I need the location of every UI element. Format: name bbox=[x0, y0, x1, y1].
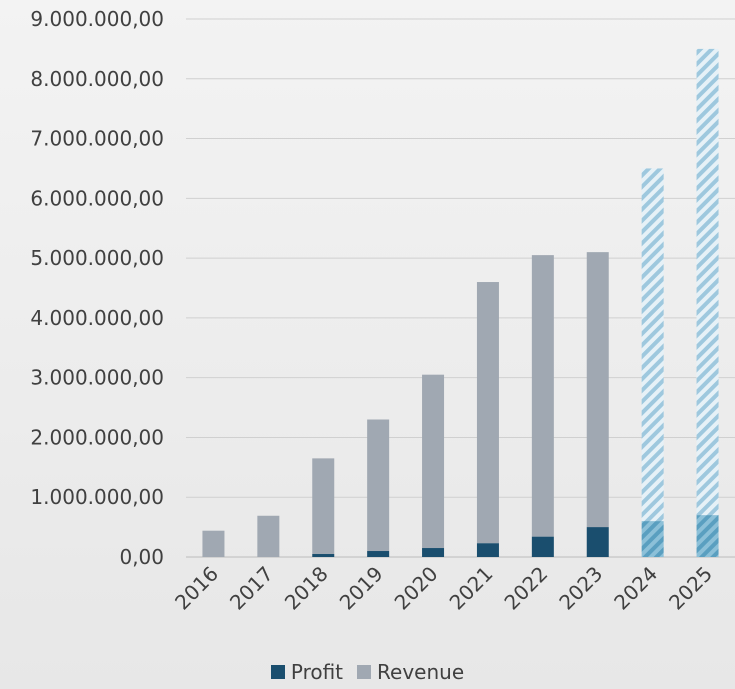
bar-revenue-2020[interactable] bbox=[422, 374, 445, 549]
y-axis-ticks: 0,00 1.000.000,00 2.000.000,00 3.000.000,00… bbox=[30, 7, 164, 569]
gridlines bbox=[186, 18, 735, 558]
bar-revenue-2018[interactable] bbox=[312, 458, 335, 555]
x-tick-label: 2019 bbox=[335, 562, 388, 615]
legend-swatch-profit bbox=[270, 665, 285, 679]
x-axis-ticks: 2016 2017 2018 2019 2020 2021 2022 2023 2024 2025 bbox=[170, 562, 717, 615]
bar-revenue-2024[interactable] bbox=[641, 168, 664, 522]
bar-revenue-2025[interactable] bbox=[696, 48, 719, 516]
bar-profit-2018[interactable] bbox=[312, 554, 335, 557]
bar-profit-2025[interactable] bbox=[696, 515, 719, 557]
x-tick-label: 2017 bbox=[225, 562, 278, 615]
x-tick-label: 2022 bbox=[499, 562, 552, 615]
bar-profit-2020[interactable] bbox=[422, 548, 445, 557]
x-tick-label: 2021 bbox=[445, 562, 498, 615]
y-tick-label: 3.000.000,00 bbox=[30, 366, 164, 390]
y-tick-label: 0,00 bbox=[119, 545, 164, 569]
x-tick-label: 2025 bbox=[664, 562, 717, 615]
bar-revenue-2017[interactable] bbox=[257, 515, 280, 557]
legend-label-profit: Profit bbox=[290, 660, 344, 684]
bar-revenue-2022[interactable] bbox=[531, 255, 554, 537]
legend-swatch-revenue bbox=[357, 665, 372, 679]
bar-profit-2023[interactable] bbox=[586, 527, 609, 557]
y-tick-label: 2.000.000,00 bbox=[30, 425, 164, 449]
bar-revenue-2016[interactable] bbox=[202, 530, 225, 557]
y-tick-label: 1.000.000,00 bbox=[30, 485, 164, 509]
x-tick-label: 2023 bbox=[554, 562, 607, 615]
legend-label-revenue: Revenue bbox=[377, 660, 465, 684]
y-tick-label: 6.000.000,00 bbox=[30, 186, 164, 210]
bar-revenue-2021[interactable] bbox=[476, 282, 499, 544]
x-tick-label: 2016 bbox=[170, 562, 223, 615]
y-tick-label: 4.000.000,00 bbox=[30, 306, 164, 330]
legend-item-revenue[interactable]: Revenue bbox=[357, 660, 464, 684]
legend-item-profit[interactable]: Profit bbox=[270, 660, 344, 684]
y-tick-label: 7.000.000,00 bbox=[30, 127, 164, 151]
x-tick-label: 2020 bbox=[390, 562, 443, 615]
x-tick-label: 2024 bbox=[609, 562, 662, 615]
y-tick-label: 5.000.000,00 bbox=[30, 246, 164, 270]
y-tick-label: 8.000.000,00 bbox=[30, 67, 164, 91]
bar-profit-2024[interactable] bbox=[641, 521, 664, 557]
x-tick-label: 2018 bbox=[280, 562, 333, 615]
legend: Profit Revenue bbox=[0, 660, 735, 684]
chart: 0,00 1.000.000,00 2.000.000,00 3.000.000,00… bbox=[30, 7, 735, 615]
bar-revenue-2023[interactable] bbox=[586, 252, 609, 528]
bar-profit-2022[interactable] bbox=[531, 536, 554, 557]
bar-profit-2021[interactable] bbox=[476, 543, 499, 557]
bar-profit-2019[interactable] bbox=[367, 551, 390, 557]
bar-revenue-2019[interactable] bbox=[367, 419, 390, 552]
y-tick-label: 9.000.000,00 bbox=[30, 7, 164, 31]
bars bbox=[202, 48, 719, 557]
